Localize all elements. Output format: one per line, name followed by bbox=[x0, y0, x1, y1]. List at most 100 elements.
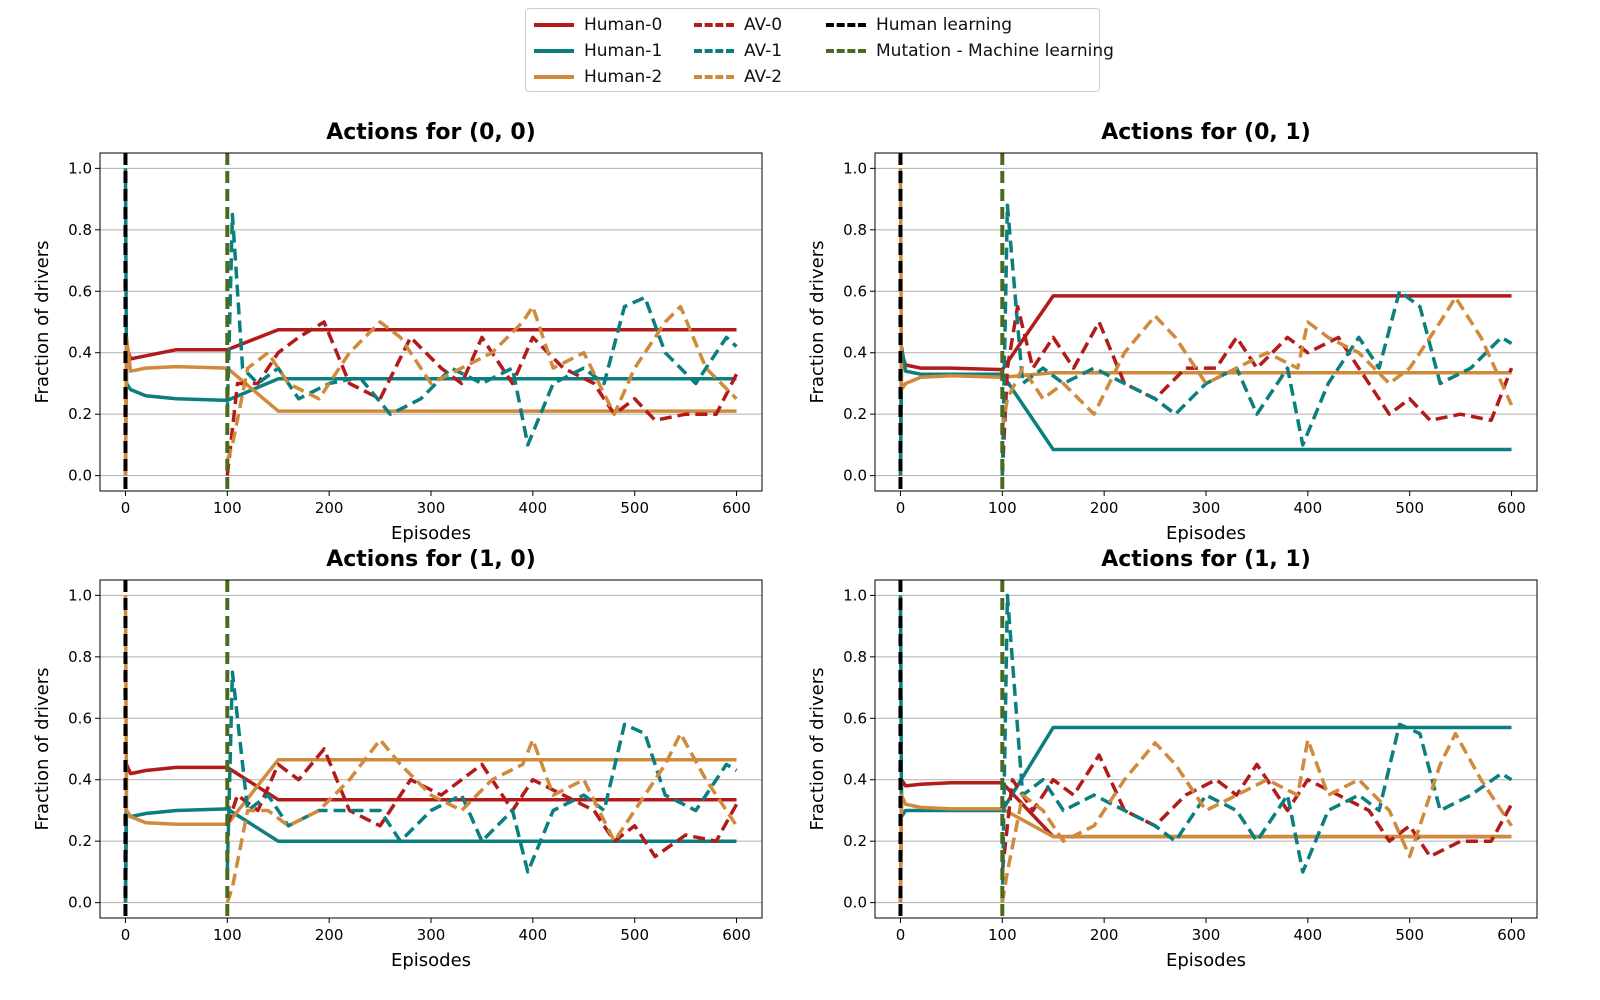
y-axis-label: Fraction of drivers bbox=[32, 668, 53, 831]
legend-label: AV-1 bbox=[744, 41, 783, 61]
series-av-1 bbox=[1000, 203, 1513, 476]
y-tick-label: 0.0 bbox=[843, 894, 867, 912]
x-tick-label: 500 bbox=[620, 499, 649, 517]
legend: Human-0 Human-1 Human-2 AV-0 AV-1 AV-2 Human l… bbox=[525, 8, 1114, 92]
legend-label: Human learning bbox=[876, 15, 1013, 35]
y-tick-label: 0.2 bbox=[68, 405, 92, 423]
x-tick-label: 100 bbox=[988, 499, 1017, 517]
x-tick-label: 400 bbox=[1294, 499, 1323, 517]
y-axis-label: Fraction of drivers bbox=[807, 241, 828, 404]
legend-swatch bbox=[694, 23, 734, 27]
series-human-1 bbox=[123, 168, 737, 403]
x-tick-label: 400 bbox=[519, 926, 548, 944]
plot-area bbox=[898, 153, 1514, 491]
x-tick-label: 0 bbox=[121, 499, 131, 517]
series-av-2 bbox=[1000, 295, 1514, 430]
plot-frame bbox=[99, 152, 763, 492]
series-av-0 bbox=[1000, 304, 1514, 476]
y-tick-label: 0.0 bbox=[68, 467, 92, 485]
y-tick-label: 0.2 bbox=[843, 832, 867, 850]
x-tick-label: 500 bbox=[1395, 926, 1424, 944]
chart-panel-1: 0 100 200 300 400 500 600 0.0 0.2 0.4 0.6 0.8 1.0 Act… bbox=[807, 120, 1538, 544]
legend-swatch bbox=[534, 49, 574, 53]
y-tick-label: 0.6 bbox=[68, 709, 92, 727]
legend-label: Human-2 bbox=[584, 67, 663, 87]
x-tick-label: 200 bbox=[1090, 926, 1119, 944]
x-tick-label: 300 bbox=[417, 499, 446, 517]
x-tick-label: 300 bbox=[417, 926, 446, 944]
series-av-0 bbox=[1000, 753, 1514, 873]
x-axis-label: Episodes bbox=[391, 523, 471, 544]
y-tick-label: 0.8 bbox=[843, 648, 867, 666]
y-axis-label: Fraction of drivers bbox=[32, 241, 53, 404]
x-tick-label: 600 bbox=[722, 926, 751, 944]
legend-item-mutation-machine-learning: Mutation - Machine learning bbox=[826, 39, 1114, 63]
y-tick-label: 0.8 bbox=[68, 648, 92, 666]
plot-area bbox=[123, 580, 739, 918]
y-tick-label: 0.4 bbox=[843, 344, 867, 362]
x-tick-label: 600 bbox=[1497, 926, 1526, 944]
plot-frame bbox=[874, 152, 1538, 492]
x-tick-label: 200 bbox=[315, 499, 344, 517]
x-axis-label: Episodes bbox=[1166, 523, 1246, 544]
chart-title: Actions for (1, 1) bbox=[1101, 547, 1311, 572]
legend-label: Human-1 bbox=[584, 41, 663, 61]
y-tick-label: 1.0 bbox=[68, 159, 92, 177]
y-tick-label: 0.8 bbox=[843, 221, 867, 239]
y-tick-label: 1.0 bbox=[68, 586, 92, 604]
y-tick-label: 0.6 bbox=[843, 709, 867, 727]
x-tick-label: 0 bbox=[896, 926, 906, 944]
x-tick-label: 600 bbox=[722, 499, 751, 517]
legend-item-av-2: AV-2 bbox=[694, 65, 782, 89]
x-axis-label: Episodes bbox=[391, 950, 471, 971]
y-tick-label: 0.2 bbox=[843, 405, 867, 423]
plot-frame bbox=[99, 579, 763, 919]
plot-frame bbox=[874, 579, 1538, 919]
legend-item-av-1: AV-1 bbox=[694, 39, 782, 63]
y-tick-label: 0.8 bbox=[68, 221, 92, 239]
chart-title: Actions for (0, 0) bbox=[326, 120, 536, 145]
series-av-1 bbox=[225, 670, 738, 874]
legend-label: Mutation - Machine learning bbox=[876, 41, 1114, 61]
series-human-0 bbox=[123, 762, 737, 903]
legend-swatch bbox=[694, 49, 734, 53]
x-tick-label: 600 bbox=[1497, 499, 1526, 517]
y-tick-label: 0.0 bbox=[843, 467, 867, 485]
x-tick-label: 200 bbox=[1090, 499, 1119, 517]
legend-item-human-1: Human-1 bbox=[534, 39, 662, 63]
series-human-2 bbox=[123, 595, 737, 827]
legend-label: AV-0 bbox=[744, 15, 783, 35]
series-av-1 bbox=[1000, 593, 1513, 903]
y-tick-label: 1.0 bbox=[843, 586, 867, 604]
series-av-0 bbox=[225, 320, 739, 476]
chart-title: Actions for (0, 1) bbox=[1101, 120, 1311, 145]
x-tick-label: 0 bbox=[121, 926, 131, 944]
series-av-0 bbox=[225, 747, 739, 859]
x-tick-label: 500 bbox=[620, 926, 649, 944]
x-tick-label: 100 bbox=[988, 926, 1017, 944]
x-tick-label: 300 bbox=[1192, 499, 1221, 517]
legend-label: Human-0 bbox=[584, 15, 663, 35]
x-tick-label: 400 bbox=[519, 499, 548, 517]
series-human-2 bbox=[898, 168, 1512, 392]
y-tick-label: 0.2 bbox=[68, 832, 92, 850]
plot-area bbox=[123, 153, 739, 491]
legend-item-human-0: Human-0 bbox=[534, 13, 662, 37]
x-tick-label: 200 bbox=[315, 926, 344, 944]
y-tick-label: 0.6 bbox=[843, 282, 867, 300]
series-av-2 bbox=[225, 304, 738, 461]
legend-swatch bbox=[826, 49, 866, 53]
x-tick-label: 400 bbox=[1294, 926, 1323, 944]
legend-item-human-learning: Human learning bbox=[826, 13, 1012, 37]
x-axis-label: Episodes bbox=[1166, 950, 1246, 971]
y-tick-label: 1.0 bbox=[843, 159, 867, 177]
legend-swatch bbox=[694, 75, 734, 79]
plot-area bbox=[898, 580, 1514, 918]
x-tick-label: 300 bbox=[1192, 926, 1221, 944]
legend-swatch bbox=[534, 23, 574, 27]
legend-swatch bbox=[826, 23, 866, 27]
legend-item-human-2: Human-2 bbox=[534, 65, 662, 89]
y-tick-label: 0.4 bbox=[843, 771, 867, 789]
legend-label: AV-2 bbox=[744, 67, 783, 87]
